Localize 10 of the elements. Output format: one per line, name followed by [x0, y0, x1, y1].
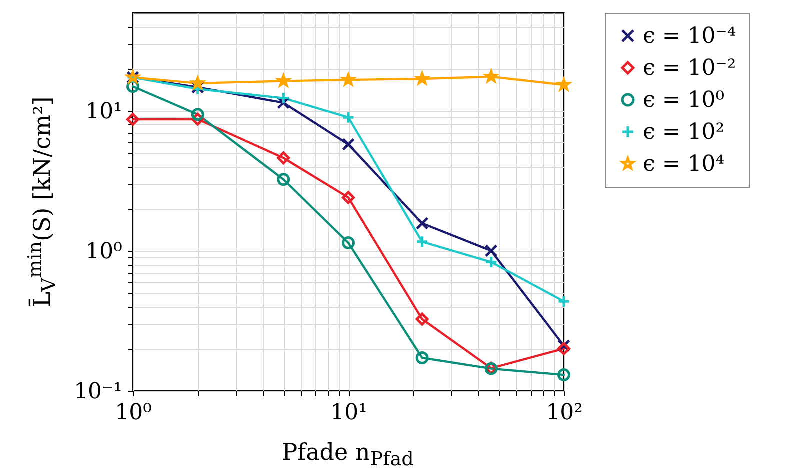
x-tick-label: 10¹ — [330, 400, 368, 426]
legend-label: ϵ = 10⁻⁴ — [643, 24, 736, 49]
x-tick-label: 10² — [546, 400, 583, 426]
y-tick-label: 10⁰ — [86, 239, 123, 264]
legend-label: ϵ = 10² — [643, 120, 725, 145]
legend-label: ϵ = 10⁴ — [643, 152, 725, 177]
legend-label: ϵ = 10⁰ — [643, 88, 725, 113]
legend-label: ϵ = 10⁻² — [643, 56, 736, 81]
y-tick-label: 10¹ — [86, 99, 122, 124]
x-axis-title: Pfade n$_{Pfad}$ — [282, 440, 414, 471]
